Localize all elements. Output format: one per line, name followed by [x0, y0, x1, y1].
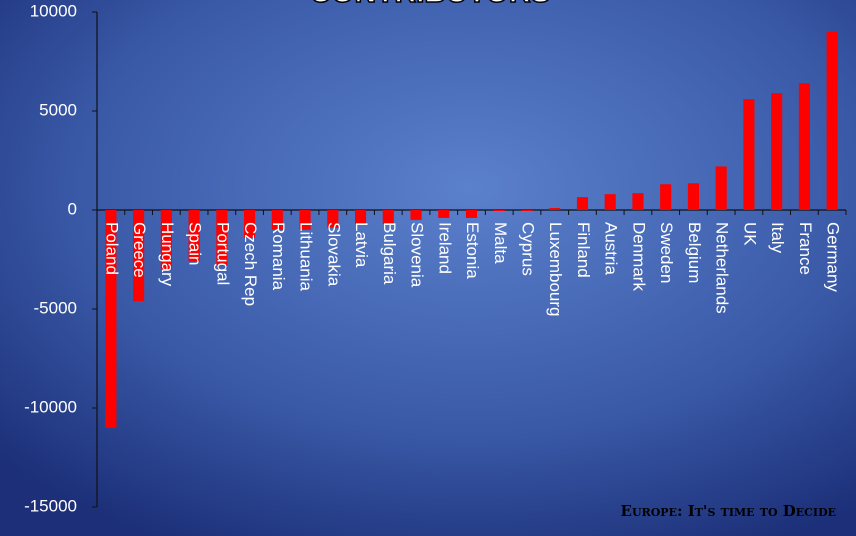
- x-tick-label: UK: [740, 222, 759, 246]
- bar: [576, 197, 589, 210]
- x-tick-label: Spain: [186, 222, 205, 265]
- x-tick-label: Luxembourg: [546, 222, 565, 317]
- y-tick-label: -5000: [34, 298, 77, 317]
- x-tick-label: Denmark: [629, 222, 648, 291]
- bar: [632, 193, 644, 210]
- bar: [798, 83, 810, 210]
- x-tick-label: Italy: [768, 222, 787, 254]
- bar: [410, 210, 422, 220]
- bar: [465, 210, 478, 218]
- bar: [715, 166, 727, 210]
- bar: [327, 210, 339, 228]
- x-tick-label: Cyprus: [518, 222, 537, 276]
- x-tick-label: Netherlands: [713, 222, 732, 314]
- bar: [188, 210, 200, 262]
- bar: [826, 31, 838, 210]
- y-tick-label: -15000: [24, 496, 77, 515]
- bar: [382, 210, 394, 224]
- bar: [438, 210, 450, 218]
- x-tick-label: Slovenia: [408, 222, 427, 288]
- x-tick-label: Belgium: [685, 222, 704, 283]
- x-tick-label: Latvia: [352, 222, 371, 268]
- x-tick-label: Romania: [269, 222, 288, 291]
- bar: [743, 99, 755, 210]
- bar: [604, 194, 616, 210]
- bar: [105, 210, 117, 428]
- bar: [299, 210, 311, 230]
- annotation: Europe: It's time to Decide: [621, 502, 836, 520]
- bar: [160, 210, 172, 270]
- x-tick-label: Finland: [574, 222, 593, 278]
- x-tick-label: Czech Rep: [241, 222, 260, 306]
- bar: [216, 210, 228, 266]
- bar: [687, 183, 699, 210]
- x-tick-label: Lithuania: [297, 222, 316, 292]
- x-tick-label: Austria: [602, 222, 621, 275]
- x-tick-label: Greece: [130, 222, 149, 278]
- x-tick-label: Bulgaria: [380, 222, 399, 285]
- bar: [244, 210, 256, 238]
- y-tick-label: 10000: [30, 1, 77, 20]
- x-tick-label: Ireland: [435, 222, 454, 274]
- y-tick-label: 5000: [39, 100, 77, 119]
- y-tick-label: -10000: [24, 397, 77, 416]
- bar: [493, 210, 505, 211]
- x-tick-label: Slovakia: [324, 222, 343, 287]
- bar: [133, 210, 145, 302]
- x-tick-label: Germany: [824, 222, 843, 292]
- bar: [521, 210, 533, 211]
- bar: [549, 208, 561, 210]
- x-tick-label: France: [796, 222, 815, 275]
- x-tick-label: Portugal: [213, 222, 232, 285]
- x-tick-label: Malta: [491, 222, 510, 264]
- bar: [354, 210, 367, 224]
- bar: [271, 210, 283, 230]
- bar: [771, 93, 783, 210]
- x-tick-label: Estonia: [463, 222, 482, 279]
- y-tick-label: 0: [68, 199, 77, 218]
- x-tick-label: Poland: [102, 222, 121, 275]
- bar: [660, 184, 672, 210]
- chart-title: CONTRIBUTORS: [309, 0, 550, 9]
- x-tick-label: Sweden: [657, 222, 676, 283]
- x-tick-label: Hungary: [158, 222, 177, 287]
